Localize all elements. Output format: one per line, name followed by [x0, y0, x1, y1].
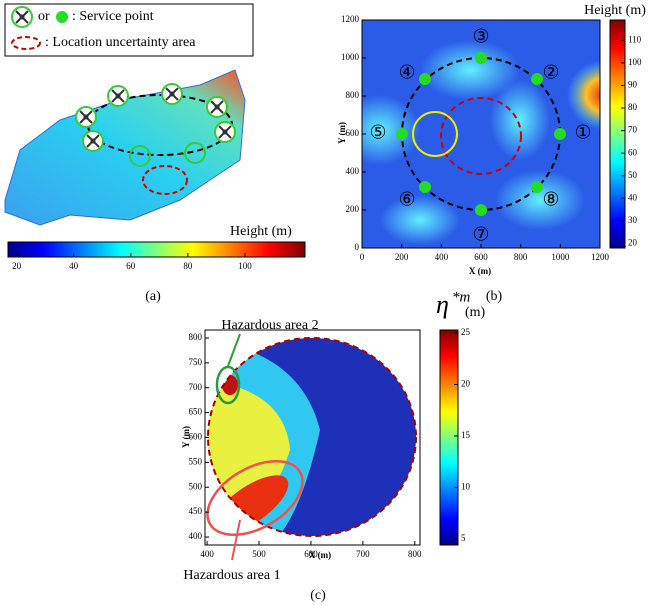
tick-label: 70: [628, 125, 638, 135]
tick-label: 800: [189, 332, 203, 342]
legend-box: [4, 3, 254, 57]
point-label: ⑤: [369, 122, 386, 144]
point-label: ③: [472, 26, 489, 48]
tick-label: 400: [189, 531, 203, 541]
tick-label: 500: [252, 549, 266, 559]
caption: (b): [486, 289, 503, 304]
tick-label: 0: [355, 242, 360, 252]
panel-a: or : Service point : Location uncertaint…: [4, 3, 306, 304]
point-label: ②: [542, 62, 559, 84]
tick-label: 600: [474, 252, 488, 262]
point-label: ①: [574, 122, 591, 144]
tick-label: 60: [126, 261, 136, 271]
caption: (c): [310, 588, 326, 603]
colorbar-unit: (m): [465, 305, 486, 320]
tick-label: 600: [304, 549, 318, 559]
drone-icon: [11, 6, 33, 28]
legend-or: or: [38, 9, 50, 24]
tick-label: 90: [628, 80, 638, 90]
uncertainty-ellipse: [142, 165, 188, 195]
service-dot: [56, 11, 68, 23]
tick-label: 200: [395, 252, 409, 262]
legend-uncertainty: : Location uncertainty area: [45, 35, 196, 50]
colorbar-label: Height (m): [230, 224, 292, 239]
tick-label: 25: [461, 327, 471, 337]
y-label: Y (m): [337, 122, 347, 144]
tick-label: 400: [346, 166, 360, 176]
tick-label: 1200: [341, 14, 360, 24]
tick-label: 60: [628, 147, 638, 157]
point-label: ⑥: [398, 189, 415, 211]
tick-label: 80: [628, 102, 638, 112]
legend-ellipse: [11, 36, 41, 50]
tick-label: 80: [183, 261, 193, 271]
tick-label: 20: [12, 261, 22, 271]
colorbar-symbol: η: [436, 290, 449, 319]
tick-label: 30: [628, 215, 638, 225]
tick-label: 700: [189, 382, 203, 392]
x-label: X (m): [309, 550, 331, 560]
tick-label: 600: [346, 128, 360, 138]
tick-label: 1200: [591, 252, 610, 262]
panel-b: X (m) Y (m) Height (m) (b): [337, 3, 646, 304]
colorbar-sup: *m: [452, 289, 471, 305]
tick-label: 10: [461, 481, 471, 491]
tick-label: 20: [461, 379, 471, 389]
tick-label: 110: [628, 34, 642, 44]
annotation: Hazardous area 2: [221, 318, 318, 333]
point-label: ⑦: [472, 224, 489, 246]
colorbar-label: Height (m): [584, 3, 646, 18]
tick-label: 1000: [341, 52, 360, 62]
tick-label: 0: [360, 252, 365, 262]
tick-label: 50: [628, 170, 638, 180]
caption: (a): [145, 289, 161, 304]
tick-label: 15: [461, 430, 471, 440]
point-label: ④: [398, 62, 415, 84]
tick-label: 450: [189, 506, 203, 516]
point-label: ⑧: [542, 189, 559, 211]
tick-label: 5: [461, 533, 466, 543]
tick-label: 750: [189, 357, 203, 367]
tick-label: 500: [189, 481, 203, 491]
tick-label: 100: [628, 57, 642, 67]
colorbar-a: [7, 241, 306, 258]
x-label: X (m): [469, 266, 491, 276]
y-label: Y (m): [181, 426, 191, 448]
tick-label: 550: [189, 456, 203, 466]
legend-service: : Service point: [72, 9, 154, 24]
tick-label: 400: [200, 549, 214, 559]
tick-label: 20: [628, 238, 638, 248]
tick-label: 800: [408, 549, 422, 559]
tick-label: 40: [628, 192, 638, 202]
tick-label: 800: [514, 252, 528, 262]
tick-label: 600: [189, 432, 203, 442]
tick-label: 40: [69, 261, 79, 271]
panel-c: Hazardous area 2 Hazardous area 1 X (m) …: [181, 289, 485, 603]
tick-label: 800: [346, 90, 360, 100]
tick-label: 700: [356, 549, 370, 559]
tick-label: 200: [346, 204, 360, 214]
tick-label: 1000: [551, 252, 570, 262]
annotation: Hazardous area 1: [183, 568, 280, 583]
tick-label: 650: [189, 407, 203, 417]
tick-label: 100: [238, 261, 252, 271]
tick-label: 400: [435, 252, 449, 262]
